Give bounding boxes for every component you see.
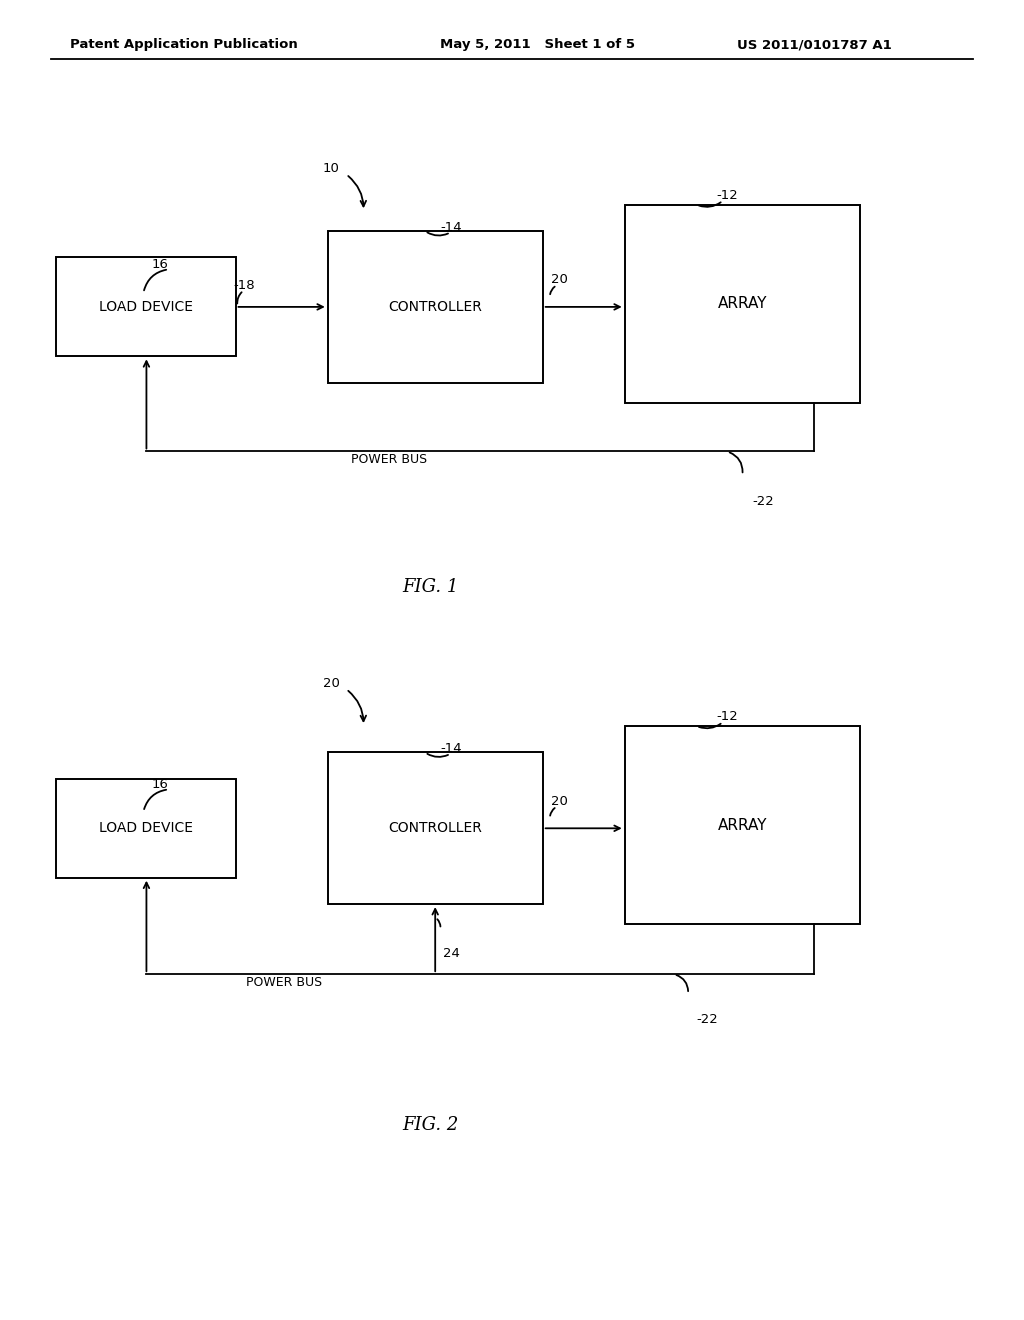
Text: 10: 10 xyxy=(323,162,339,176)
Bar xyxy=(56,257,236,356)
Text: POWER BUS: POWER BUS xyxy=(246,975,322,989)
Text: FIG. 2: FIG. 2 xyxy=(401,1115,459,1134)
Text: CONTROLLER: CONTROLLER xyxy=(388,300,482,314)
Text: 20: 20 xyxy=(551,795,567,808)
Text: LOAD DEVICE: LOAD DEVICE xyxy=(99,300,193,314)
Text: POWER BUS: POWER BUS xyxy=(351,453,427,466)
Text: FIG. 1: FIG. 1 xyxy=(401,578,459,597)
Bar xyxy=(625,726,860,924)
Text: 24: 24 xyxy=(443,946,460,960)
Text: 20: 20 xyxy=(551,273,567,286)
Bar xyxy=(625,205,860,403)
Bar xyxy=(328,752,543,904)
Text: -12: -12 xyxy=(717,189,738,202)
Text: 16: 16 xyxy=(152,777,168,791)
Text: -18: -18 xyxy=(233,279,255,292)
Text: LOAD DEVICE: LOAD DEVICE xyxy=(99,821,193,836)
Text: -14: -14 xyxy=(440,220,462,234)
Text: -22: -22 xyxy=(753,495,774,508)
Text: ARRAY: ARRAY xyxy=(718,296,767,312)
Text: May 5, 2011   Sheet 1 of 5: May 5, 2011 Sheet 1 of 5 xyxy=(440,38,635,51)
Text: -12: -12 xyxy=(717,710,738,723)
Text: -22: -22 xyxy=(696,1012,718,1026)
Text: -14: -14 xyxy=(440,742,462,755)
Bar xyxy=(328,231,543,383)
Text: CONTROLLER: CONTROLLER xyxy=(388,821,482,836)
Text: US 2011/0101787 A1: US 2011/0101787 A1 xyxy=(737,38,892,51)
Bar xyxy=(56,779,236,878)
Text: ARRAY: ARRAY xyxy=(718,817,767,833)
Text: 16: 16 xyxy=(152,257,168,271)
Text: 20: 20 xyxy=(323,677,339,690)
Text: Patent Application Publication: Patent Application Publication xyxy=(70,38,297,51)
